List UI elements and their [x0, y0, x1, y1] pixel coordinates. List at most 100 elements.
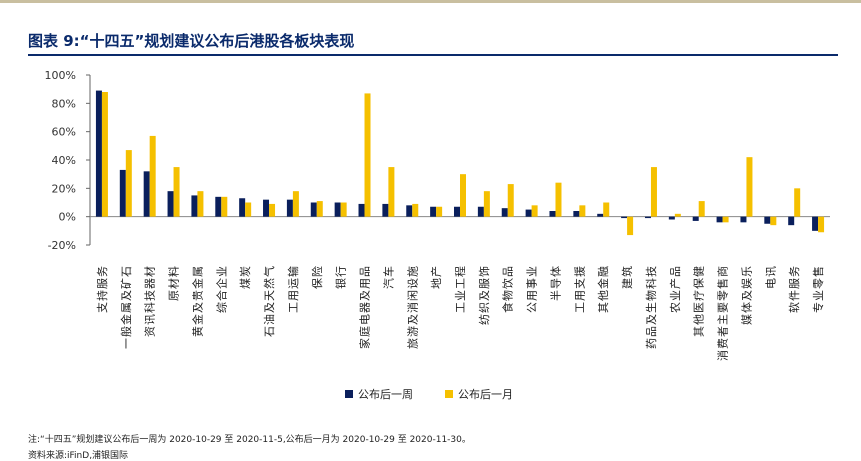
x-tick-label: 黄金及贵金属 [190, 265, 204, 337]
x-tick-label: 建筑 [620, 265, 634, 289]
x-tick-label: 保险 [310, 265, 324, 289]
x-tick-label: 软件服务 [787, 265, 801, 313]
bar [573, 211, 580, 217]
chart-axes: -20% 0% 20% 40% 60% 80% 100% [45, 69, 830, 252]
bar [674, 213, 681, 217]
bar [597, 213, 604, 217]
x-tick-label: 支持服务 [95, 265, 109, 313]
legend-swatch [345, 390, 353, 398]
x-tick-label: 消费者主要零售商 [716, 265, 730, 361]
bar [406, 205, 413, 217]
bar [644, 216, 651, 219]
bar [95, 90, 102, 217]
bar [334, 202, 341, 217]
bar [788, 216, 795, 226]
bar [603, 202, 610, 217]
bar [340, 202, 347, 217]
y-tick-label: 40% [52, 154, 76, 167]
bar [269, 203, 276, 217]
bar [483, 191, 490, 217]
x-tick-label: 汽车 [381, 265, 395, 289]
bar [221, 196, 228, 217]
x-tick-label: 纺织及服饰 [477, 265, 491, 325]
y-tick-label: 80% [52, 97, 76, 110]
x-axis-labels: 支持服务 一般金属及矿石 资讯科技器材 原材料 黄金及贵金属 综合企业 煤炭 石油及天然气 工用… [95, 265, 825, 361]
bar [364, 93, 371, 217]
x-tick-label: 地产 [429, 265, 443, 289]
bar [692, 216, 699, 221]
bar [316, 201, 323, 217]
bar [263, 199, 270, 217]
bar [716, 216, 723, 223]
y-tick-label: 100% [45, 69, 76, 82]
x-tick-label: 农业产品 [668, 265, 682, 313]
x-tick-label: 工业工程 [454, 265, 467, 313]
footnote: 注:“十四五”规划建议公布后一周为 2020-10-29 至 2020-11-5… [28, 435, 471, 445]
bar [436, 206, 443, 217]
top-rule [0, 0, 861, 3]
x-tick-label: 其他医疗保健 [692, 265, 706, 337]
bar [621, 216, 628, 219]
bar [173, 167, 180, 217]
bar [310, 202, 317, 217]
bar [698, 201, 705, 217]
legend-swatch [445, 390, 453, 398]
x-tick-label: 半导体 [548, 265, 562, 301]
bar [579, 205, 586, 217]
bar [245, 202, 252, 217]
bar [746, 157, 753, 217]
y-tick-label: 20% [52, 182, 76, 195]
x-tick-label: 石油及天然气 [262, 265, 276, 337]
bar [477, 206, 484, 217]
x-tick-label: 电讯 [764, 265, 777, 289]
bar [143, 171, 150, 217]
x-tick-label: 食物饮品 [501, 265, 515, 313]
x-tick-label: 工用运输 [286, 265, 300, 313]
chart-legend: 公布后一周 公布后一月 [345, 388, 513, 401]
bar [167, 191, 174, 217]
bar [549, 211, 556, 217]
bar [525, 209, 532, 217]
bar [722, 216, 729, 223]
title-divider [28, 54, 838, 56]
bar [627, 216, 634, 236]
bar [292, 191, 299, 217]
x-tick-label: 原材料 [167, 265, 181, 301]
bar [668, 216, 675, 220]
bar [119, 169, 126, 217]
bar [101, 92, 108, 217]
x-tick-label: 银行 [334, 265, 348, 289]
x-tick-label: 工用支援 [572, 265, 586, 313]
bar [358, 203, 365, 217]
y-tick-label: -20% [48, 239, 76, 252]
bar [555, 182, 562, 217]
x-tick-label: 一般金属及矿石 [119, 265, 133, 349]
bar [382, 203, 389, 217]
bar [770, 216, 777, 226]
bar [286, 199, 293, 217]
bar [412, 203, 419, 217]
chart-bars [95, 90, 825, 236]
bar [197, 191, 204, 217]
y-tick-label: 0% [59, 211, 76, 224]
x-tick-label: 公用事业 [526, 265, 539, 313]
x-tick-label: 其他金融 [596, 265, 610, 313]
bar-chart: -20% 0% 20% 40% 60% 80% 100% 支持服务 一般金属及矿石 资讯科技器材… [45, 69, 830, 401]
legend-label: 公布后一周 [358, 388, 413, 401]
x-tick-label: 家庭电器及用品 [358, 265, 372, 349]
bar [650, 167, 657, 217]
bar [125, 150, 132, 217]
x-tick-label: 专业零售 [811, 265, 825, 313]
x-tick-label: 综合企业 [214, 265, 228, 313]
y-tick-label: 60% [52, 126, 76, 139]
bar [531, 205, 538, 217]
bar [239, 198, 246, 217]
bar [740, 216, 747, 223]
bar [812, 216, 819, 231]
source-note: 资料来源:iFinD,浦银国际 [28, 451, 129, 461]
bar [215, 196, 222, 217]
bar [191, 195, 198, 217]
bar [460, 174, 466, 217]
bar [430, 206, 437, 217]
bar [794, 188, 801, 217]
